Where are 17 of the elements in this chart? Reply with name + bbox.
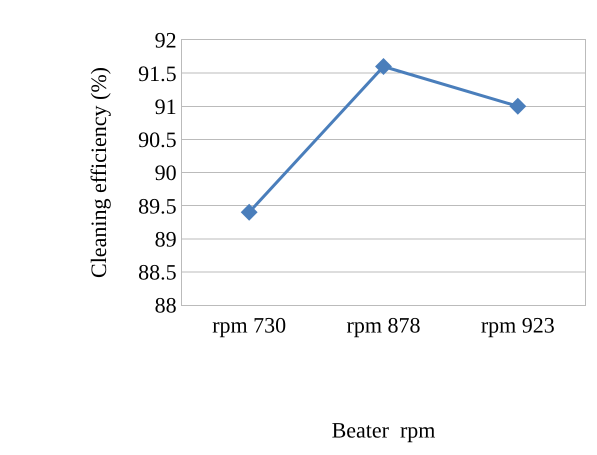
y-tick-label: 89.5: [138, 193, 177, 218]
y-tick-label: 88: [154, 292, 177, 318]
y-tick-label: 91: [154, 94, 177, 119]
x-axis-title: Beater rpm: [332, 417, 436, 442]
y-tick-label: 90.5: [138, 127, 177, 152]
y-tick-label: 90: [154, 160, 177, 186]
y-tick-label: 91.5: [138, 60, 177, 86]
y-axis-title: Cleaning efficiency (%): [86, 67, 111, 278]
y-tick-label: 89: [154, 226, 177, 252]
y-tick-label: 92: [154, 28, 177, 53]
point: [375, 58, 392, 75]
y-tick-label: 88.5: [138, 260, 177, 285]
x-tick-label: rpm 730: [212, 312, 286, 338]
point: [240, 204, 258, 221]
x-tick-label: rpm 878: [346, 312, 420, 338]
x-tick-label: rpm 923: [480, 312, 555, 338]
point: [509, 98, 526, 115]
